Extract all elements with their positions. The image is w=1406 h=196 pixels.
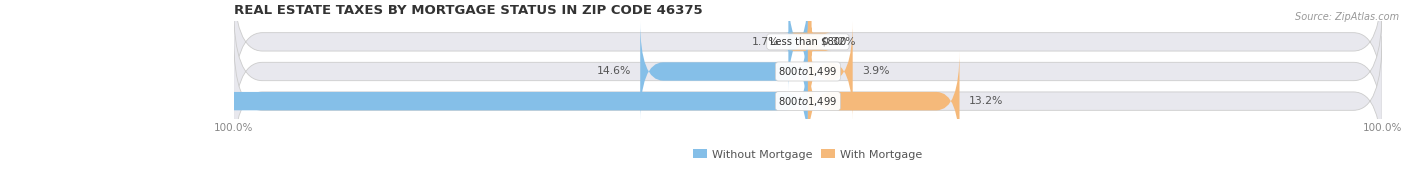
Text: 83.6%: 83.6% (0, 96, 30, 106)
Text: $800 to $1,499: $800 to $1,499 (779, 65, 838, 78)
Text: 0.32%: 0.32% (821, 37, 855, 47)
Text: $800 to $1,499: $800 to $1,499 (779, 95, 838, 108)
FancyBboxPatch shape (233, 7, 1382, 136)
Text: 14.6%: 14.6% (596, 66, 631, 76)
Text: REAL ESTATE TAXES BY MORTGAGE STATUS IN ZIP CODE 46375: REAL ESTATE TAXES BY MORTGAGE STATUS IN … (233, 4, 702, 17)
FancyBboxPatch shape (808, 51, 959, 151)
Legend: Without Mortgage, With Mortgage: Without Mortgage, With Mortgage (689, 145, 927, 164)
FancyBboxPatch shape (233, 36, 1382, 166)
FancyBboxPatch shape (808, 21, 852, 122)
FancyBboxPatch shape (640, 21, 808, 122)
FancyBboxPatch shape (789, 0, 831, 92)
FancyBboxPatch shape (785, 0, 811, 92)
Text: Source: ZipAtlas.com: Source: ZipAtlas.com (1295, 12, 1399, 22)
Text: 1.7%: 1.7% (752, 37, 779, 47)
Text: 13.2%: 13.2% (969, 96, 1002, 106)
Text: 3.9%: 3.9% (862, 66, 890, 76)
FancyBboxPatch shape (0, 51, 808, 151)
FancyBboxPatch shape (233, 0, 1382, 107)
Text: Less than $800: Less than $800 (769, 37, 846, 47)
